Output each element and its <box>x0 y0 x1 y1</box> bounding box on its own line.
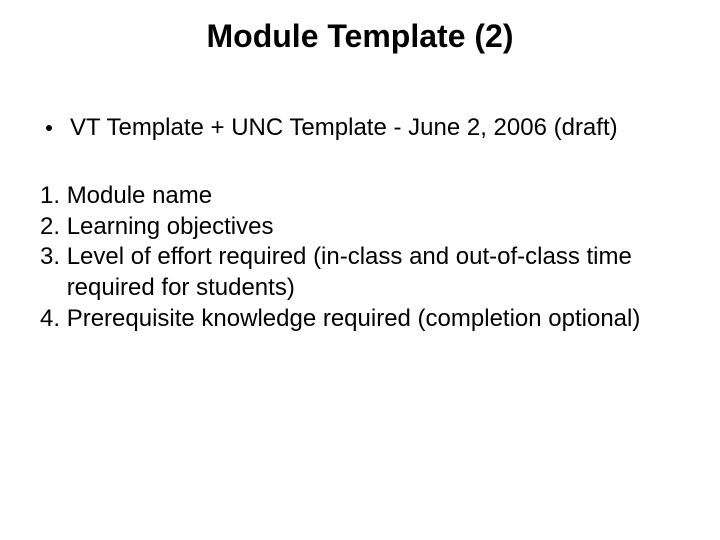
bullet-text: VT Template + UNC Template - June 2, 200… <box>70 113 618 143</box>
list-item-text: Learning objectives <box>67 212 274 243</box>
list-item-text: Prerequisite knowledge required (complet… <box>67 304 641 335</box>
list-item: 2. Learning objectives <box>40 212 680 243</box>
slide: Module Template (2) VT Template + UNC Te… <box>0 0 720 540</box>
list-item-number: 4. <box>40 304 67 335</box>
list-item: 1. Module name <box>40 181 680 212</box>
numbered-list: 1. Module name 2. Learning objectives 3.… <box>40 181 680 335</box>
slide-body: VT Template + UNC Template - June 2, 200… <box>0 113 720 335</box>
list-item-number: 2. <box>40 212 67 243</box>
slide-title: Module Template (2) <box>0 0 720 55</box>
bullet-item: VT Template + UNC Template - June 2, 200… <box>40 113 680 143</box>
list-item: 3. Level of effort required (in-class an… <box>40 242 680 303</box>
list-item: 4. Prerequisite knowledge required (comp… <box>40 304 680 335</box>
list-item-text: Level of effort required (in-class and o… <box>67 242 680 303</box>
list-item-text: Module name <box>67 181 212 212</box>
list-item-number: 1. <box>40 181 67 212</box>
list-item-number: 3. <box>40 242 67 273</box>
bullet-dot-icon <box>46 125 52 131</box>
